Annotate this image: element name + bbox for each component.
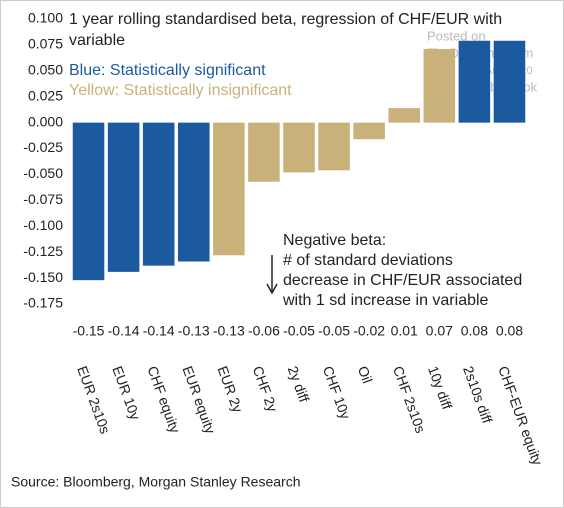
y-tick-label: 0.025 [28,87,63,103]
value-label: -0.14 [143,323,175,339]
value-label: 0.08 [461,323,488,339]
bar [353,122,385,140]
y-tick-label: -0.050 [23,165,63,181]
y-tick-label: 0.000 [28,113,63,129]
legend-note: Blue: Statistically significant [69,62,266,79]
y-tick-label: 0.100 [28,10,63,26]
value-label: -0.02 [353,323,385,339]
bar [248,122,280,182]
annotation-arrowhead [266,283,278,295]
value-label: 0.01 [391,323,418,339]
value-label: -0.15 [73,323,105,339]
y-tick-label: -0.175 [23,295,63,311]
x-tick-label: EUR 2s10s [74,364,113,436]
x-tick-label: CHF 2y [250,364,281,414]
y-tick-label: -0.100 [23,217,63,233]
value-label: -0.05 [283,323,315,339]
y-tick-label: -0.025 [23,139,63,155]
value-label: -0.13 [178,323,210,339]
x-tick-label: 2y diff [285,364,313,404]
y-tick-label: -0.150 [23,269,63,285]
bar [72,122,105,281]
annotation: # of standard deviations [283,252,453,269]
bar [388,108,421,123]
x-tick-label: CHF-EUR equity [495,364,546,467]
annotation: Negative beta: [283,232,386,249]
bar [283,122,315,173]
legend-note: Yellow: Statistically insignificant [69,82,292,99]
x-tick-label: 10y diff [425,364,455,412]
value-label: 0.07 [426,323,453,339]
value-label: -0.13 [213,323,245,339]
bar [177,122,210,262]
source: Source: Bloomberg, Morgan Stanley Resear… [11,474,300,490]
x-tick-label: CHF 2s10s [390,364,429,435]
chart-title: 1 year rolling standardised beta, regres… [69,11,503,49]
y-tick-label: 0.075 [28,36,63,52]
x-tick-label: Oil [355,364,376,386]
bar [493,40,526,123]
x-tick-label: EUR 2y [215,364,247,415]
y-tick-label: -0.125 [23,243,63,259]
bar [142,122,175,266]
value-label: -0.14 [108,323,140,339]
value-label: 0.08 [496,323,523,339]
bar [213,122,245,256]
x-tick-label: CHF equity [144,364,183,435]
x-tick-label: 2s10s diff [460,364,495,426]
x-tick-label: EUR 10y [109,364,143,422]
bar [458,40,491,123]
y-tick-label: 0.050 [28,62,63,78]
annotation: decrease in CHF/EUR associated [283,272,522,289]
value-label: -0.05 [318,323,350,339]
bar [423,49,456,123]
annotation: with 1 sd increase in variable [282,292,489,309]
bar [107,122,140,272]
value-label: -0.06 [248,323,280,339]
x-tick-label: CHF 10y [320,364,354,421]
watermark: Posted on [427,28,486,43]
y-tick-label: -0.075 [23,191,63,207]
x-tick-label: EUR equity [179,364,218,436]
bar [318,122,350,171]
